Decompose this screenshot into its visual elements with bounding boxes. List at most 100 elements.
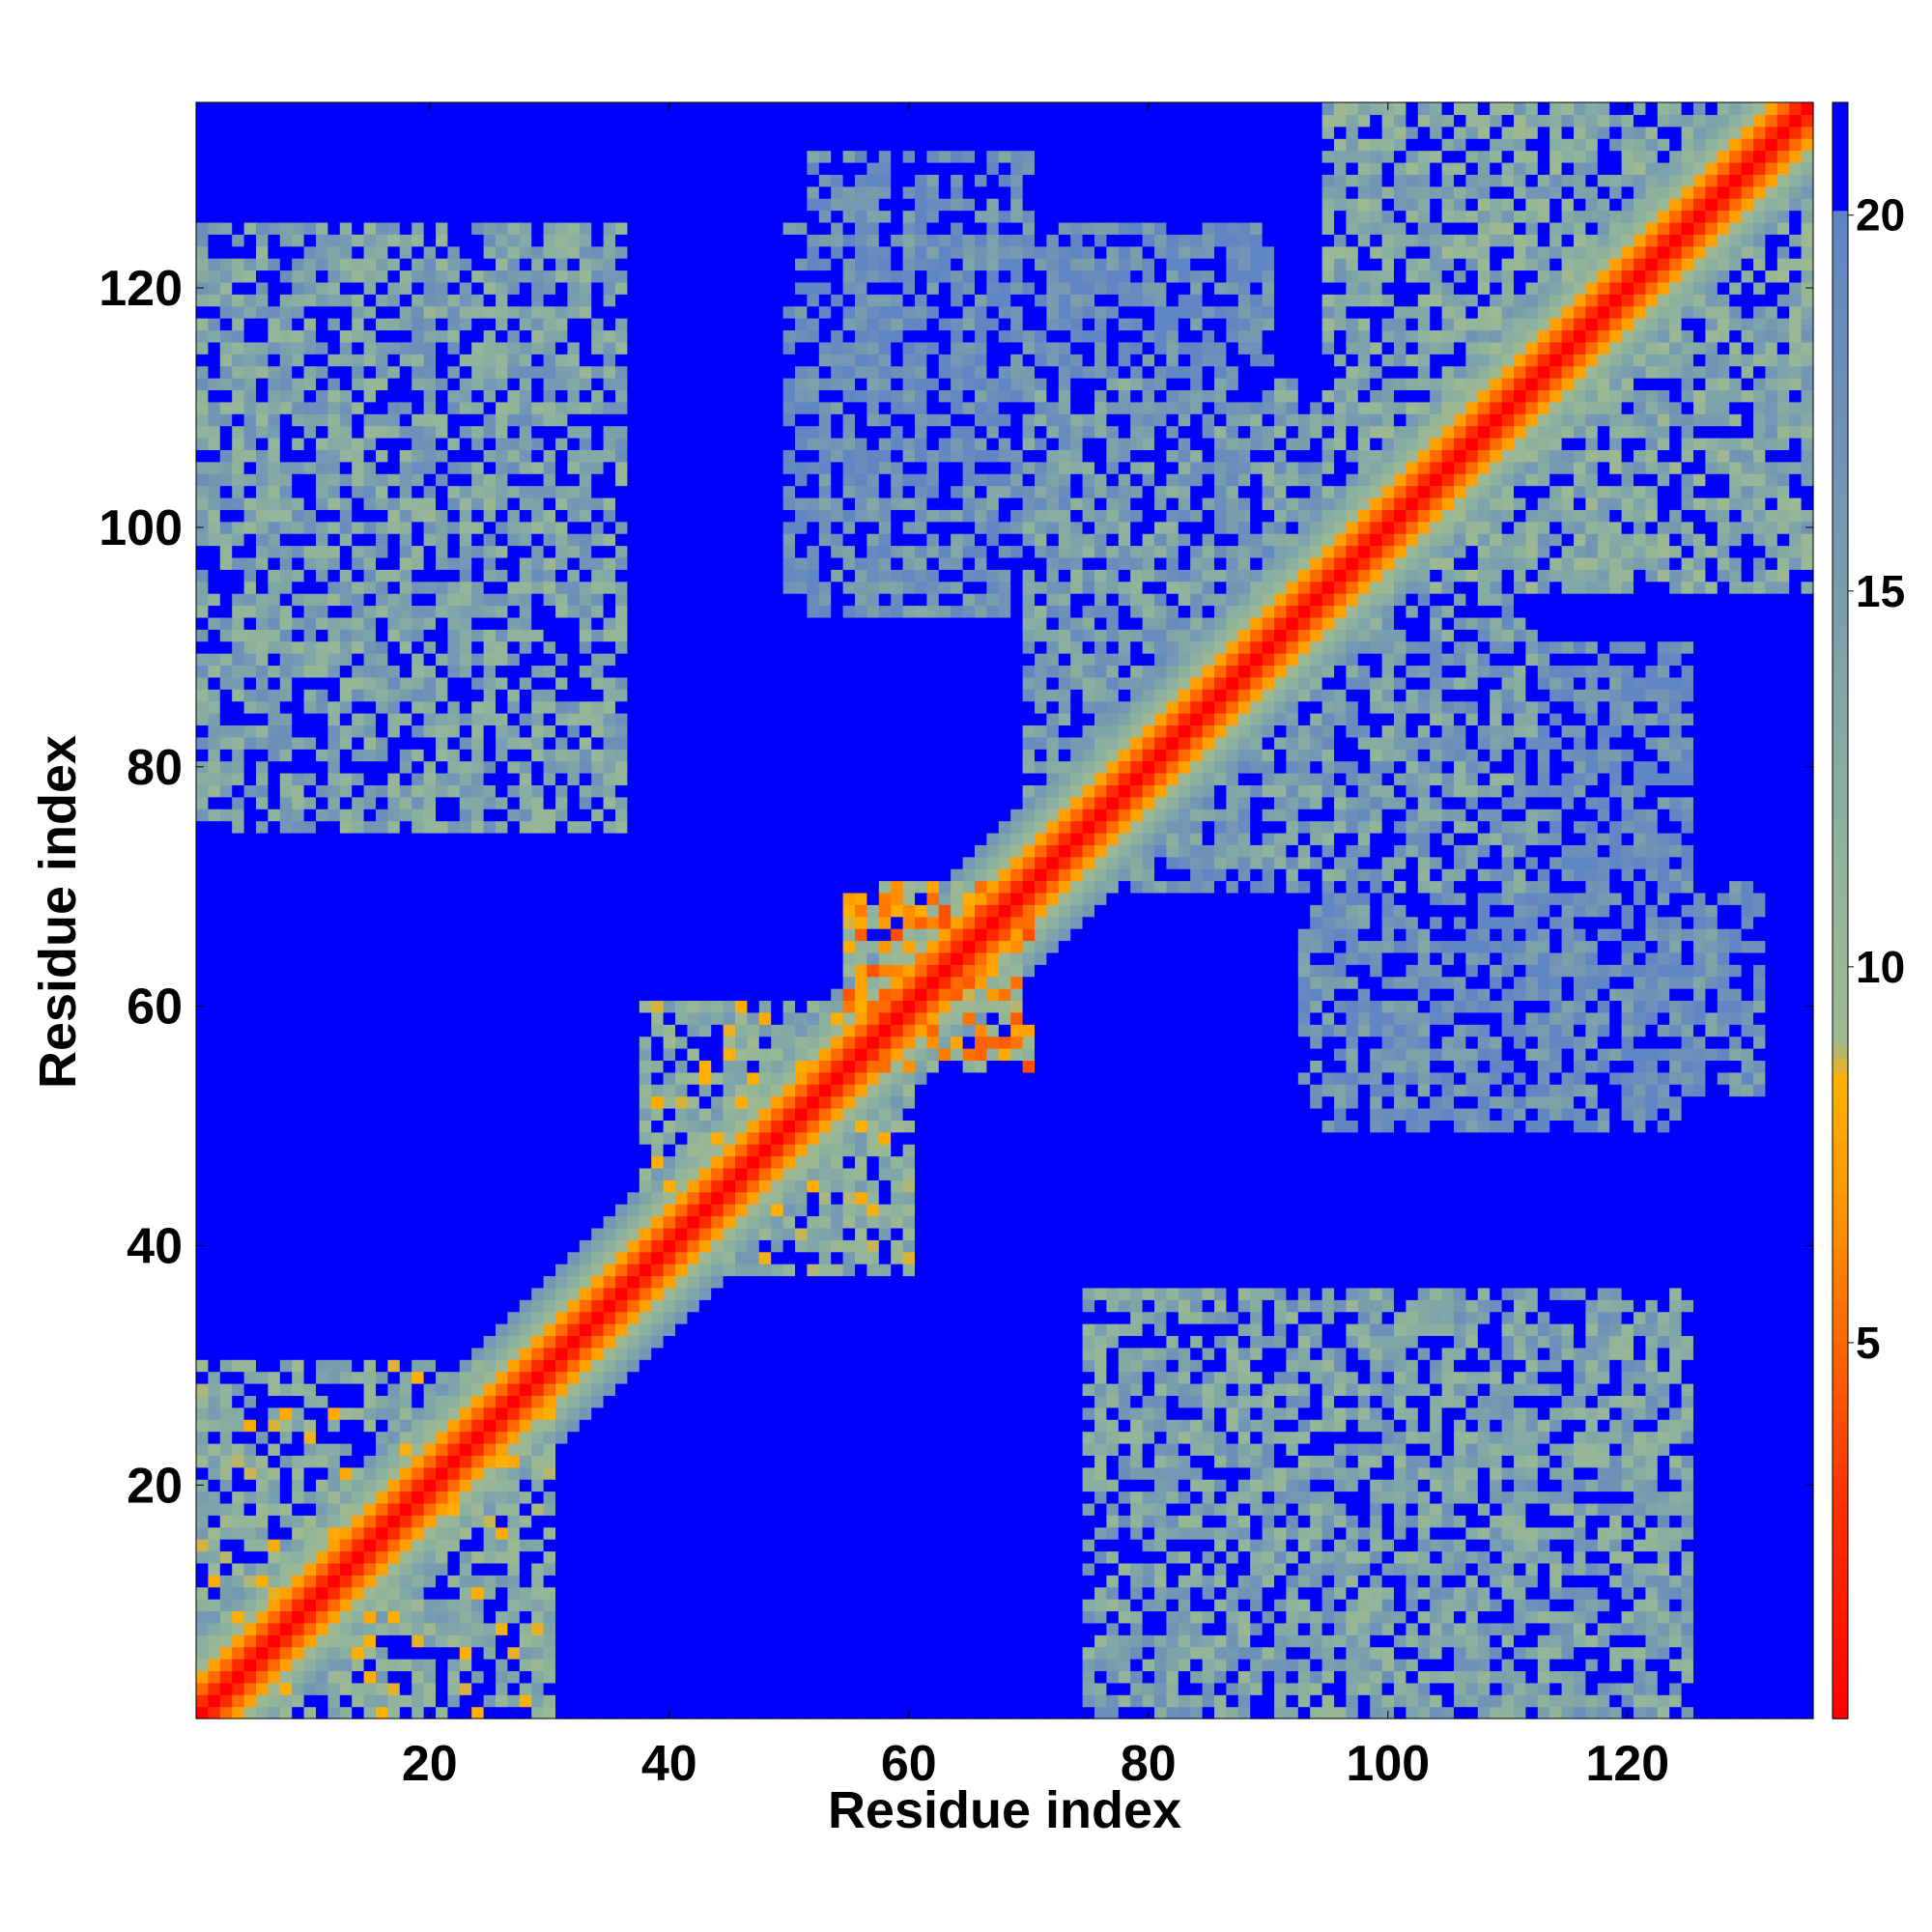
heatmap-cell bbox=[447, 221, 461, 235]
heatmap-cell bbox=[339, 1395, 353, 1408]
heatmap-cell bbox=[579, 988, 592, 1002]
heatmap-cell bbox=[316, 724, 328, 738]
heatmap-cell bbox=[567, 1179, 581, 1193]
heatmap-cell bbox=[423, 497, 437, 510]
heatmap-cell bbox=[447, 809, 461, 822]
heatmap-cell bbox=[363, 964, 377, 978]
heatmap-cell bbox=[412, 1670, 425, 1684]
heatmap-cell bbox=[543, 1659, 556, 1672]
heatmap-cell bbox=[507, 114, 521, 128]
heatmap-cell bbox=[519, 1646, 532, 1660]
heatmap-cell bbox=[615, 210, 628, 223]
heatmap-cell bbox=[232, 700, 245, 714]
heatmap-cell bbox=[303, 1383, 317, 1396]
heatmap-cell bbox=[496, 1204, 508, 1217]
heatmap-cell bbox=[256, 150, 269, 163]
heatmap-cell bbox=[219, 665, 233, 678]
heatmap-cell bbox=[196, 832, 209, 845]
heatmap-cell bbox=[303, 473, 317, 487]
heatmap-cell bbox=[303, 892, 317, 905]
heatmap-cell bbox=[196, 916, 209, 929]
heatmap-cell bbox=[268, 161, 281, 175]
heatmap-cell bbox=[352, 1659, 365, 1672]
heatmap-cell bbox=[376, 1347, 388, 1360]
heatmap-cell bbox=[363, 485, 377, 498]
heatmap-cell bbox=[507, 294, 521, 307]
heatmap-cell bbox=[507, 449, 521, 463]
heatmap-cell bbox=[376, 318, 388, 331]
heatmap-cell bbox=[579, 809, 592, 822]
heatmap-cell bbox=[483, 1311, 497, 1324]
heatmap-cell bbox=[256, 653, 269, 667]
heatmap-cell bbox=[496, 856, 508, 869]
heatmap-cell bbox=[555, 365, 568, 379]
heatmap-cell bbox=[243, 413, 257, 427]
heatmap-cell bbox=[543, 354, 556, 367]
heatmap-cell bbox=[519, 1144, 532, 1157]
heatmap-cell bbox=[603, 234, 616, 247]
heatmap-cell bbox=[531, 1371, 545, 1384]
heatmap-cell bbox=[412, 1131, 425, 1145]
heatmap-cell bbox=[303, 1011, 317, 1025]
heatmap-cell bbox=[496, 401, 508, 414]
heatmap-cell bbox=[208, 1694, 221, 1708]
heatmap-cell bbox=[256, 1455, 269, 1468]
heatmap-cell bbox=[268, 521, 281, 534]
heatmap-cell bbox=[483, 413, 497, 427]
heatmap-cell bbox=[471, 234, 485, 247]
heatmap-cell bbox=[292, 437, 305, 450]
heatmap-cell bbox=[579, 1371, 592, 1384]
heatmap-cell bbox=[303, 1048, 317, 1061]
heatmap-cell bbox=[459, 485, 472, 498]
heatmap-cell bbox=[232, 616, 245, 630]
heatmap-cell bbox=[603, 1682, 616, 1695]
heatmap-cell bbox=[363, 1586, 377, 1600]
heatmap-cell bbox=[303, 760, 317, 774]
heatmap-cell bbox=[579, 689, 592, 702]
heatmap-cell bbox=[507, 509, 521, 523]
heatmap-cell bbox=[327, 533, 341, 547]
heatmap-cell bbox=[483, 868, 497, 882]
heatmap-cell bbox=[399, 1383, 412, 1396]
heatmap-cell bbox=[196, 868, 209, 882]
heatmap-cell bbox=[591, 1599, 605, 1612]
heatmap-cell bbox=[196, 605, 209, 618]
heatmap-cell bbox=[519, 485, 532, 498]
heatmap-cell bbox=[256, 174, 269, 187]
heatmap-cell bbox=[316, 1084, 328, 1097]
heatmap-cell bbox=[376, 700, 388, 714]
heatmap-cell bbox=[256, 784, 269, 798]
heatmap-cell bbox=[436, 1466, 448, 1480]
heatmap-cell bbox=[412, 665, 425, 678]
heatmap-cell bbox=[507, 485, 521, 498]
heatmap-cell bbox=[471, 521, 485, 534]
heatmap-cell bbox=[316, 1347, 328, 1360]
heatmap-cell bbox=[196, 497, 209, 510]
heatmap-cell bbox=[543, 1071, 556, 1085]
heatmap-cell bbox=[447, 509, 461, 523]
heatmap-cell bbox=[387, 1371, 401, 1384]
heatmap-cell bbox=[303, 1251, 317, 1264]
heatmap-cell bbox=[459, 569, 472, 582]
heatmap-cell bbox=[256, 1215, 269, 1229]
heatmap-cell bbox=[387, 1311, 401, 1324]
heatmap-cell bbox=[615, 640, 628, 654]
heatmap-cell bbox=[483, 593, 497, 607]
heatmap-cell bbox=[423, 1550, 437, 1564]
heatmap-cell bbox=[555, 1466, 568, 1480]
heatmap-cell bbox=[555, 976, 568, 989]
heatmap-cell bbox=[232, 880, 245, 894]
heatmap-cell bbox=[363, 318, 377, 331]
heatmap-cell bbox=[376, 425, 388, 439]
heatmap-cell bbox=[219, 916, 233, 929]
heatmap-cell bbox=[327, 258, 341, 271]
heatmap-cell bbox=[436, 616, 448, 630]
heatmap-cell bbox=[256, 473, 269, 487]
heatmap-cell bbox=[363, 1107, 377, 1121]
heatmap-cell bbox=[615, 1191, 628, 1205]
heatmap-cell bbox=[387, 114, 401, 128]
heatmap-cell bbox=[268, 1586, 281, 1600]
heatmap-cell bbox=[292, 413, 305, 427]
heatmap-cell bbox=[615, 736, 628, 750]
heatmap-cell bbox=[555, 318, 568, 331]
